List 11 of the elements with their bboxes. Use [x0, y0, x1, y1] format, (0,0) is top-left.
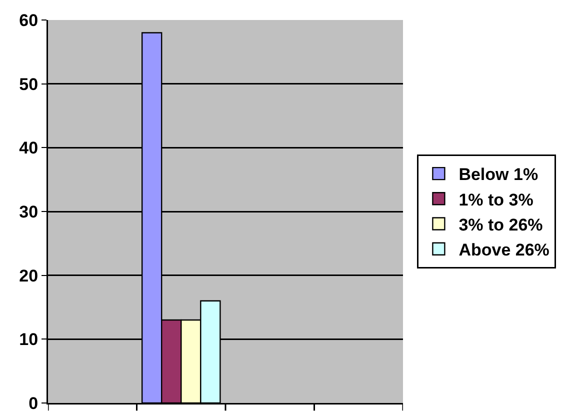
legend-label: 3% to 26%	[458, 215, 543, 234]
y-tick-label: 0	[28, 394, 38, 413]
y-tick-label: 50	[19, 74, 38, 94]
legend-label: Below 1%	[458, 165, 538, 184]
y-tick-label: 20	[19, 266, 38, 286]
y-tick-label: 60	[19, 10, 38, 30]
y-tick-label: 10	[19, 330, 38, 350]
legend-label: Above 26%	[458, 240, 550, 260]
legend-label: 1% to 3%	[458, 190, 534, 210]
y-tick-label: 40	[19, 138, 38, 158]
y-tick-label: 30	[19, 202, 38, 222]
